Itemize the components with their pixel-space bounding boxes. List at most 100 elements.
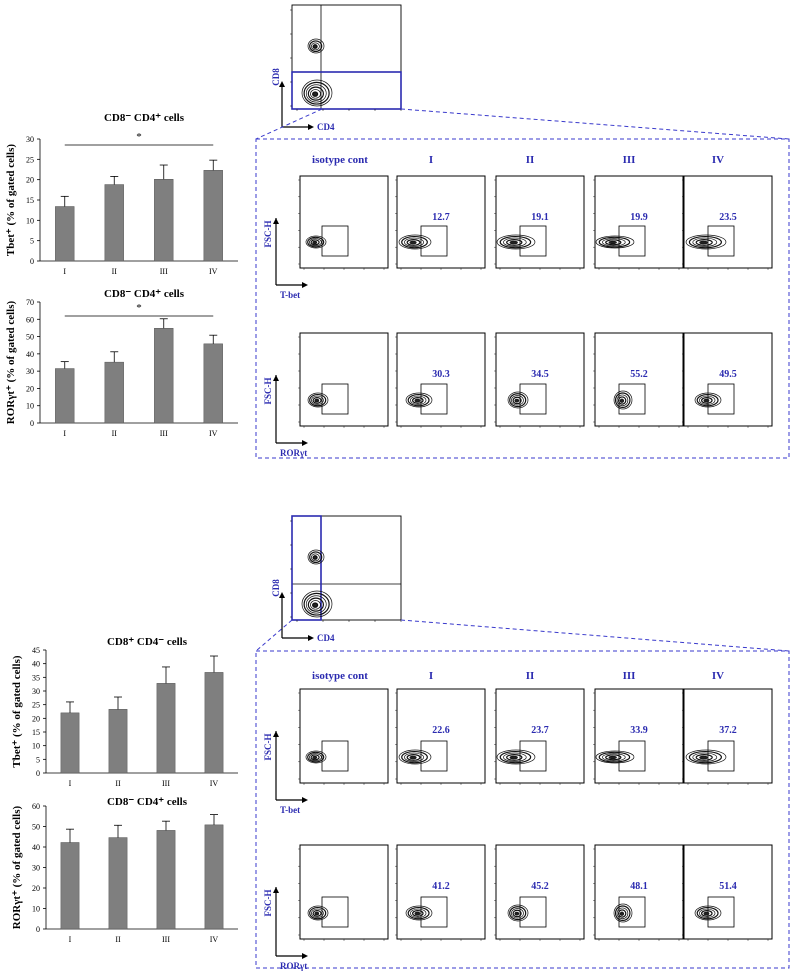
gate-box (321, 740, 349, 772)
y-tick-label: 20 (26, 176, 34, 185)
contour-ring (496, 234, 536, 250)
contour-ring (506, 239, 523, 246)
y-tick-label: 25 (32, 701, 40, 710)
percentage-label: 23.7 (531, 725, 549, 736)
bar (156, 683, 176, 774)
percentage-label: 34.5 (531, 369, 549, 380)
flow-plot: 37.2 (682, 688, 773, 785)
y-tick-label: 10 (26, 402, 34, 411)
x-tick-label: I (69, 935, 72, 944)
contour-ring (305, 84, 327, 103)
contour-ring (303, 81, 330, 105)
flow-plot: 23.5 (682, 175, 773, 270)
contour-ring (407, 906, 430, 920)
bar (154, 328, 174, 424)
flow-frame (683, 688, 773, 784)
contour-ring (613, 390, 633, 410)
contour-ring (312, 44, 318, 49)
contour-ring (701, 397, 713, 404)
gate-highlight (291, 71, 402, 110)
contour-ring (307, 38, 325, 54)
bar-chart-3: 0 5 10 15 20 25 30 35 40 45 CD8⁺ CD4⁻ cells Tbet⁺ (… (11, 636, 238, 788)
contour-ring (312, 910, 322, 917)
contour-ring (616, 907, 629, 920)
y-tick-label: 70 (26, 298, 34, 307)
contour-ring (509, 240, 518, 245)
dashed-panel (255, 650, 790, 969)
contour-ring (410, 908, 427, 918)
contour-ring (412, 397, 424, 404)
flow-plot: 19.1 (494, 175, 585, 270)
y-tick-label: 0 (36, 925, 40, 934)
bar (104, 361, 124, 424)
flow-frame (299, 688, 389, 784)
x-arrow-head (302, 282, 308, 288)
flow-frame (396, 844, 486, 940)
flow-frame (594, 688, 684, 784)
contour-ring (506, 754, 523, 761)
contour-ring (595, 750, 635, 764)
y-tick-label: 0 (36, 769, 40, 778)
x-tick-label: I (63, 429, 66, 438)
column-header: IV (712, 154, 724, 166)
flow-plot: 33.9 (593, 688, 684, 785)
contour-ring (699, 908, 716, 918)
marker-label: RORγt (280, 448, 307, 458)
column-header: I (429, 670, 433, 682)
contour-ring (406, 754, 421, 761)
chart-title: CD8⁻ CD4⁺ cells (104, 288, 185, 300)
contour-ring (405, 392, 433, 408)
flow-plot (298, 332, 389, 428)
zoom-line (400, 619, 790, 652)
flow-plot: 34.5 (494, 332, 585, 428)
marker-label: RORγt (280, 961, 307, 971)
contour-ring (307, 905, 329, 921)
contour-ring (703, 911, 710, 916)
percentage-label: 19.9 (630, 212, 648, 223)
y-tick-label: 40 (32, 660, 40, 669)
percentage-label: 51.4 (719, 881, 737, 892)
y-arrow-head (273, 731, 279, 737)
flow-plot: 19.9 (593, 175, 684, 270)
y-tick-label: 45 (32, 646, 40, 655)
y-arrow-head (279, 81, 285, 87)
y-tick-label: 20 (32, 884, 40, 893)
contour-ring (598, 751, 631, 763)
percentage-label: 37.2 (719, 725, 737, 736)
gate-box (519, 740, 547, 772)
contour-ring (696, 393, 719, 407)
contour-ring (507, 904, 529, 922)
contour-ring (310, 600, 321, 610)
y-axis-label: RORγt⁺ (% of gated cells) (5, 300, 17, 424)
bar (203, 343, 223, 424)
gate-box (420, 740, 448, 772)
contour-ring (307, 86, 324, 101)
flow-plot (298, 844, 389, 941)
contour-ring (305, 235, 327, 249)
contour-ring (307, 751, 325, 763)
contour-ring (301, 590, 333, 618)
percentage-label: 23.5 (719, 212, 737, 223)
flow-frame (495, 175, 585, 269)
contour-ring (499, 235, 532, 249)
y-tick-label: 60 (32, 802, 40, 811)
flow-plot: 49.5 (682, 332, 773, 428)
contour-ring (414, 398, 421, 403)
x-tick-label: IV (210, 935, 219, 944)
column-header: II (526, 154, 535, 166)
contour-ring (307, 392, 329, 408)
gate-box (519, 225, 547, 257)
contour-ring (616, 394, 629, 407)
y-arrow-head (273, 218, 279, 224)
flow-frame (594, 844, 684, 940)
contour-ring (401, 750, 428, 764)
flow-frame (594, 175, 684, 269)
zoom-line (255, 619, 293, 652)
flow-plot: 45.2 (494, 844, 585, 941)
contour-ring (703, 398, 710, 403)
y-tick-label: 20 (32, 714, 40, 723)
y-tick-label: 50 (26, 333, 34, 342)
contour-ring (503, 752, 527, 762)
y-tick-label: 30 (26, 135, 34, 144)
